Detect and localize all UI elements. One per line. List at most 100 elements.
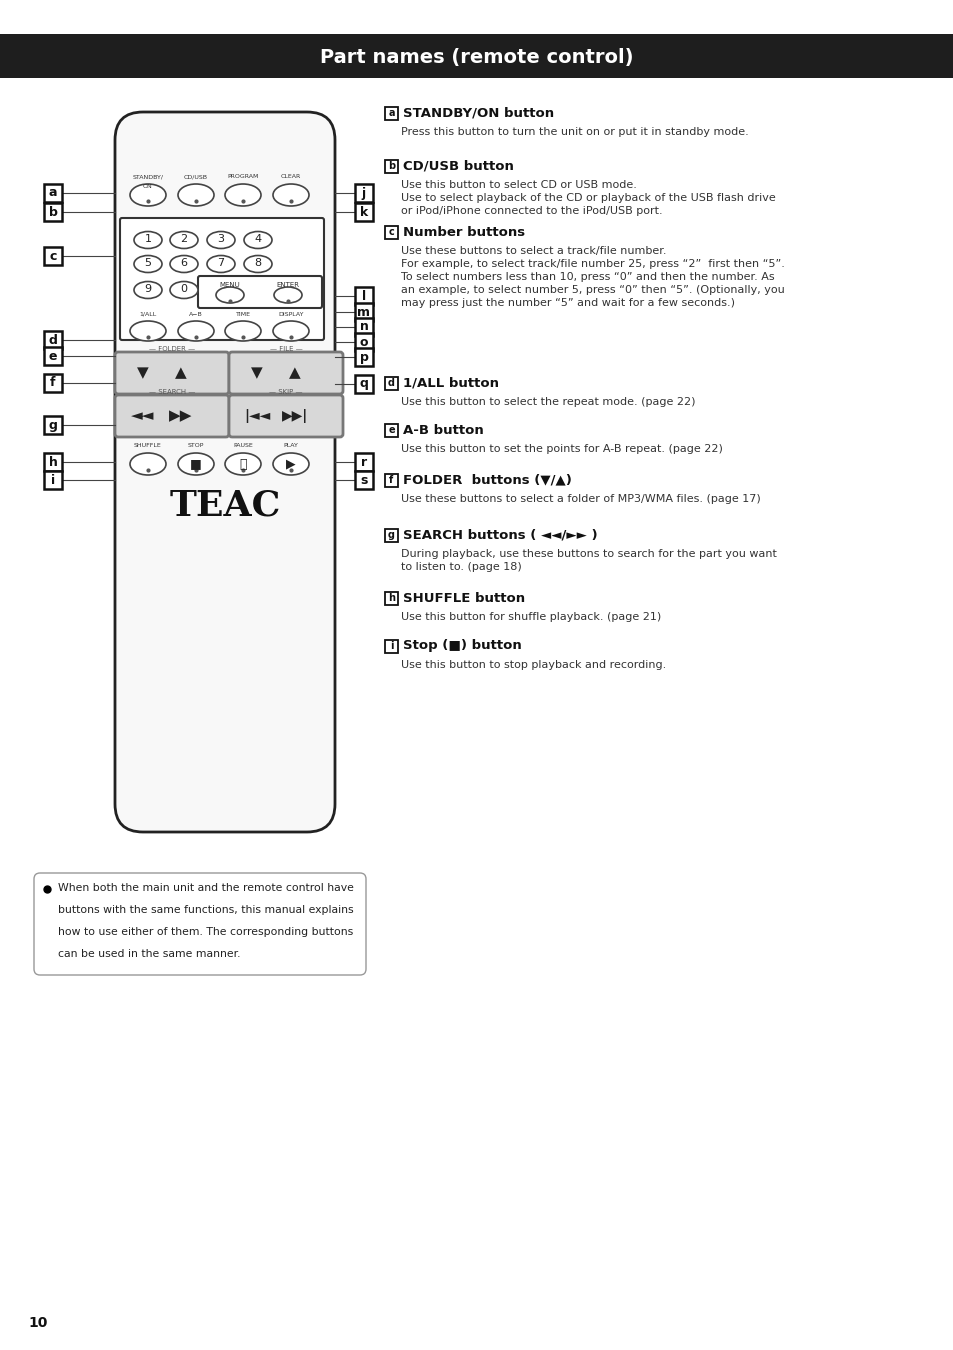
Text: A−B: A−B — [189, 312, 203, 317]
FancyBboxPatch shape — [44, 347, 62, 364]
FancyBboxPatch shape — [385, 377, 397, 390]
Text: e: e — [388, 425, 395, 435]
Ellipse shape — [225, 321, 261, 342]
FancyBboxPatch shape — [385, 529, 397, 541]
Text: For example, to select track/file number 25, press “2”  first then “5”.: For example, to select track/file number… — [400, 259, 784, 269]
Text: d: d — [49, 333, 57, 347]
Text: b: b — [388, 161, 395, 171]
Text: ▲: ▲ — [175, 366, 187, 381]
Text: c: c — [50, 250, 56, 262]
Text: or iPod/iPhone connected to the iPod/USB port.: or iPod/iPhone connected to the iPod/USB… — [400, 207, 662, 216]
Text: Use these buttons to select a track/file number.: Use these buttons to select a track/file… — [400, 246, 666, 256]
Text: ENTER: ENTER — [276, 282, 299, 288]
Text: Stop (■) button: Stop (■) button — [402, 640, 521, 652]
Text: TEAC: TEAC — [169, 487, 280, 522]
Text: Number buttons: Number buttons — [402, 225, 524, 239]
Text: m: m — [357, 305, 370, 319]
Text: d: d — [388, 378, 395, 387]
Text: 10: 10 — [28, 1316, 48, 1330]
Text: 3: 3 — [217, 234, 224, 244]
Text: Use this button to select CD or USB mode.: Use this button to select CD or USB mode… — [400, 180, 637, 190]
FancyBboxPatch shape — [44, 416, 62, 433]
FancyBboxPatch shape — [355, 288, 373, 305]
Text: s: s — [360, 474, 367, 486]
FancyBboxPatch shape — [44, 454, 62, 471]
FancyBboxPatch shape — [385, 424, 397, 437]
Text: o: o — [359, 336, 368, 348]
Text: 4: 4 — [254, 234, 261, 244]
Text: TIME: TIME — [235, 312, 251, 317]
Text: an example, to select number 5, press “0” then “5”. (Optionally, you: an example, to select number 5, press “0… — [400, 285, 784, 296]
Text: SHUFFLE button: SHUFFLE button — [402, 591, 524, 605]
Text: — FILE —: — FILE — — [270, 346, 302, 352]
FancyBboxPatch shape — [44, 202, 62, 221]
Ellipse shape — [273, 454, 309, 475]
Text: STOP: STOP — [188, 443, 204, 448]
Text: ▼: ▼ — [137, 366, 149, 381]
Text: 1: 1 — [144, 234, 152, 244]
Ellipse shape — [215, 288, 244, 302]
FancyBboxPatch shape — [385, 640, 397, 653]
Text: ◄◄: ◄◄ — [132, 409, 154, 424]
Text: STANDBY/ON button: STANDBY/ON button — [402, 107, 554, 120]
Text: c: c — [388, 227, 394, 238]
Text: STANDBY/: STANDBY/ — [132, 174, 163, 180]
FancyBboxPatch shape — [355, 454, 373, 471]
Text: When both the main unit and the remote control have: When both the main unit and the remote c… — [58, 883, 354, 892]
Ellipse shape — [225, 184, 261, 207]
Text: h: h — [49, 455, 57, 468]
FancyBboxPatch shape — [44, 247, 62, 265]
Text: MENU: MENU — [219, 282, 240, 288]
FancyBboxPatch shape — [385, 225, 397, 239]
Text: n: n — [359, 320, 368, 333]
Text: may press just the number “5” and wait for a few seconds.): may press just the number “5” and wait f… — [400, 298, 734, 308]
Text: f: f — [51, 377, 55, 390]
FancyBboxPatch shape — [34, 873, 366, 975]
Ellipse shape — [244, 231, 272, 248]
Text: e: e — [49, 350, 57, 363]
Ellipse shape — [130, 454, 166, 475]
FancyBboxPatch shape — [229, 352, 343, 394]
FancyBboxPatch shape — [385, 161, 397, 173]
FancyBboxPatch shape — [120, 217, 324, 340]
Text: To select numbers less than 10, press “0” and then the number. As: To select numbers less than 10, press “0… — [400, 271, 774, 282]
FancyBboxPatch shape — [355, 333, 373, 351]
Text: 8: 8 — [254, 258, 261, 269]
Text: CD/USB: CD/USB — [184, 174, 208, 180]
Text: CD/USB button: CD/USB button — [402, 159, 514, 173]
Ellipse shape — [207, 255, 234, 273]
FancyBboxPatch shape — [385, 593, 397, 605]
Text: g: g — [49, 418, 57, 432]
FancyBboxPatch shape — [355, 471, 373, 489]
Text: PAUSE: PAUSE — [233, 443, 253, 448]
Text: k: k — [359, 205, 368, 219]
FancyBboxPatch shape — [115, 396, 229, 437]
Text: |◄◄: |◄◄ — [244, 409, 270, 423]
Text: can be used in the same manner.: can be used in the same manner. — [58, 949, 240, 958]
FancyBboxPatch shape — [355, 184, 373, 202]
Text: 6: 6 — [180, 258, 188, 269]
Text: Use this button for shuffle playback. (page 21): Use this button for shuffle playback. (p… — [400, 612, 660, 622]
Text: 2: 2 — [180, 234, 188, 244]
Text: Use to select playback of the CD or playback of the USB flash drive: Use to select playback of the CD or play… — [400, 193, 775, 202]
Ellipse shape — [273, 321, 309, 342]
Text: Use these buttons to select a folder of MP3/WMA files. (page 17): Use these buttons to select a folder of … — [400, 494, 760, 504]
FancyBboxPatch shape — [355, 302, 373, 321]
Text: to listen to. (page 18): to listen to. (page 18) — [400, 562, 521, 572]
Text: p: p — [359, 351, 368, 363]
FancyBboxPatch shape — [355, 202, 373, 221]
Text: a: a — [49, 186, 57, 200]
Ellipse shape — [178, 321, 213, 342]
Ellipse shape — [170, 231, 198, 248]
Text: ■: ■ — [190, 458, 202, 471]
Text: 0: 0 — [180, 284, 188, 294]
FancyBboxPatch shape — [44, 374, 62, 392]
Text: j: j — [361, 186, 366, 200]
Ellipse shape — [170, 255, 198, 273]
Text: ▲: ▲ — [289, 366, 300, 381]
Text: ⏸: ⏸ — [239, 458, 247, 471]
Text: 1/ALL button: 1/ALL button — [402, 377, 498, 390]
Text: q: q — [359, 378, 368, 390]
Text: FOLDER  buttons (▼/▲): FOLDER buttons (▼/▲) — [402, 474, 571, 486]
FancyBboxPatch shape — [385, 107, 397, 120]
